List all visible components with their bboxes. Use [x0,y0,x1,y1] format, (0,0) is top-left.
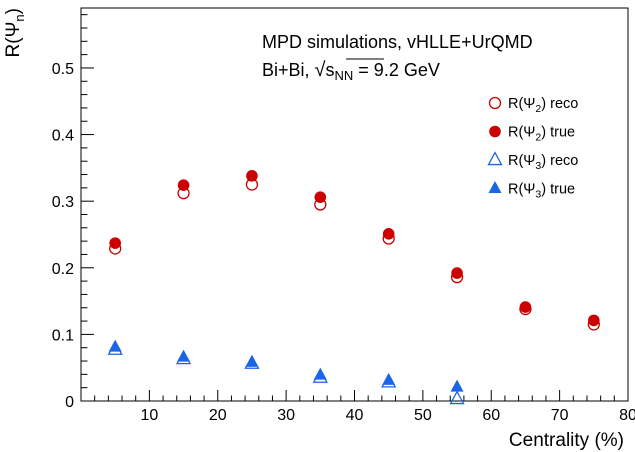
data-point [519,301,532,313]
legend-label-tail: ) reco [541,153,578,169]
legend-label-main: R(Ψ [508,125,535,141]
legend-item: R(Ψ3) true [488,181,575,201]
y-tick-label: 0.1 [52,327,74,344]
annotation-system: Bi+Bi, [262,60,315,80]
x-tick-label: 10 [140,407,158,424]
legend-label-main: R(Ψ [508,153,535,169]
legend-marker [488,181,502,194]
data-point [451,267,463,279]
data-point [177,179,190,191]
annotation-energy: = 9.2 GeV [353,60,440,80]
legend-label-tail: ) true [541,182,575,198]
legend-label-sub: 3 [535,189,541,201]
x-tick-label: 80 [619,407,635,424]
legend-label-sub: 3 [535,160,541,172]
legend-marker [487,151,503,166]
legend-label: R(Ψ2) true [508,125,575,144]
data-point [109,237,121,249]
y-tick-label: 0 [65,394,74,411]
x-tick-label: 40 [346,407,364,424]
y-tick-label: 0.4 [52,128,74,145]
data-point [108,339,122,352]
legend-label: R(Ψ3) reco [508,153,578,172]
legend-label: R(Ψ3) true [508,182,575,201]
y-axis-title-sub: n [12,14,27,21]
x-tick-label: 60 [482,407,500,424]
data-point [449,390,465,405]
legend-label-sub: 2 [535,132,541,144]
y-tick-label: 0.5 [52,61,74,78]
data-markers [107,170,600,405]
legend-marker [489,125,501,138]
data-point [588,314,600,327]
legend-item: R(Ψ3) reco [487,151,578,172]
legend-label-main: R(Ψ [508,96,535,112]
annotation-s: s [326,60,335,80]
data-point [314,191,327,203]
sqrt-symbol: √ [315,59,326,81]
data-point [177,349,191,362]
series-2 [109,170,600,327]
y-tick-label: 0.3 [52,194,74,211]
legend-label-tail: ) true [541,125,575,141]
axis-ticks [81,14,615,401]
y-axis-title: R(Ψn) [3,8,27,57]
data-point [245,354,259,367]
legend-marker [488,96,502,110]
series-4 [108,339,464,392]
legend-label-sub: 2 [535,103,541,115]
x-tick-label: 20 [209,407,227,424]
legend-item: R(Ψ2) true [489,125,575,144]
data-point [246,170,258,182]
legend-label-tail: ) reco [541,96,578,112]
y-tick-label: 0.2 [52,261,74,278]
y-axis-title-close: ) [3,8,24,14]
x-axis-title: Centrality (%) [509,430,624,451]
data-point [382,372,396,385]
annotation-line-1: MPD simulations, vHLLE+UrQMD [262,32,533,52]
x-tick-label: 50 [414,407,432,424]
data-point [313,367,327,380]
data-point [450,379,464,392]
tick-labels: 10 20 30 40 50 60 70 80 0 0.1 0.2 0.3 0.4 0.5 [52,61,635,424]
annotation-s-sub: NN [335,68,354,83]
x-tick-label: 30 [277,407,295,424]
legend-label: R(Ψ2) reco [508,96,578,115]
data-point [382,228,395,240]
y-axis-title-main: R(Ψ [3,22,24,58]
legend-label-main: R(Ψ [508,182,535,198]
legend-item: R(Ψ2) reco [488,96,578,115]
annotation-line-2: Bi+Bi, √sNN = 9.2 GeV [262,59,440,83]
x-tick-label: 70 [551,407,569,424]
